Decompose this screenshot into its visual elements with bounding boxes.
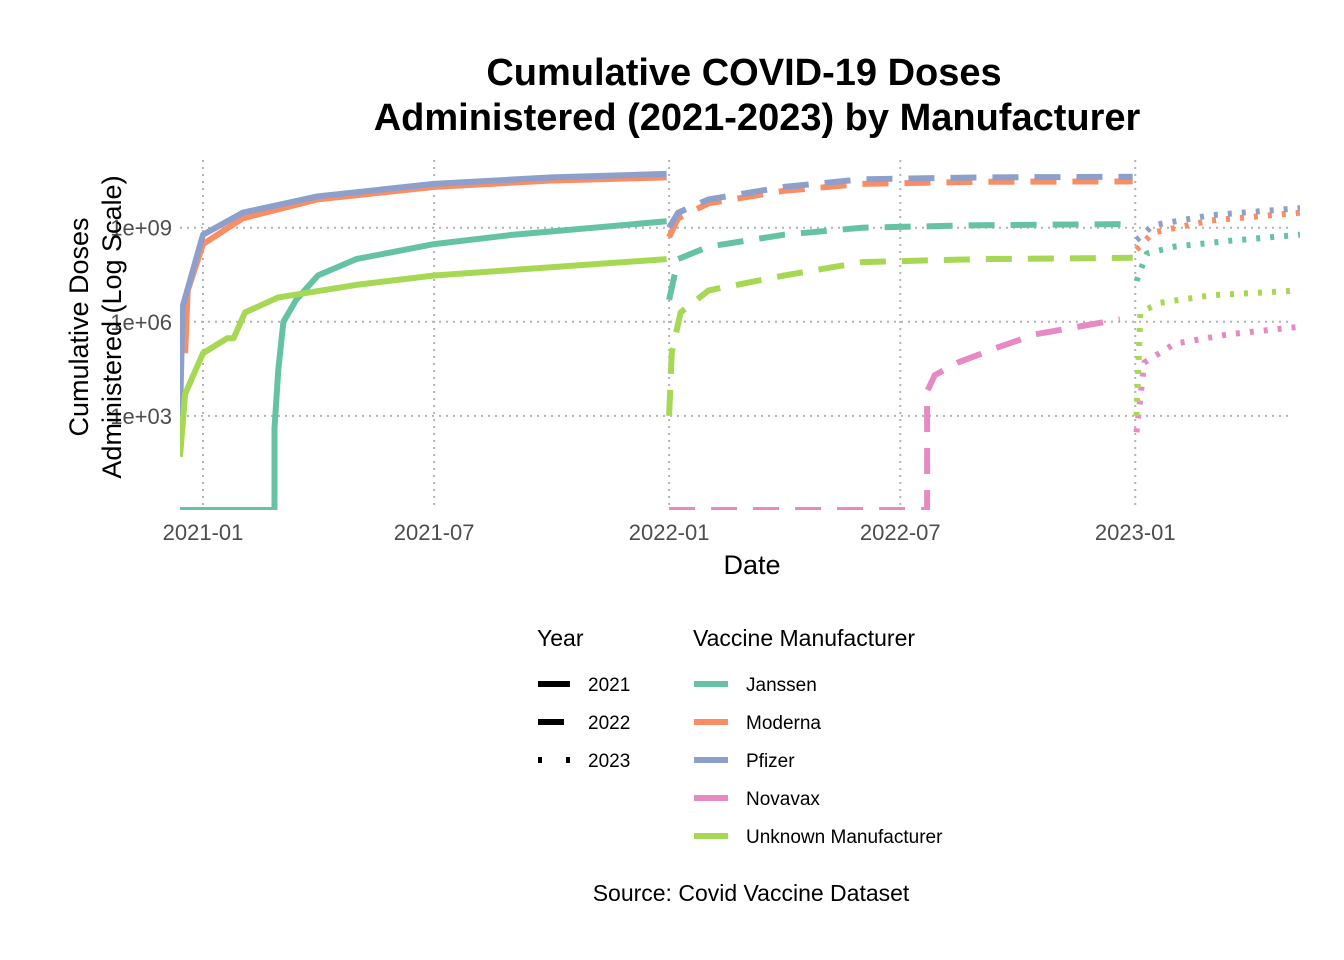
series-line-janssen-2023 — [1133, 231, 1300, 283]
series-lines — [180, 170, 1300, 510]
legend-year: Year 2021 2022 2023 — [537, 625, 630, 772]
series-line-janssen-2021 — [180, 218, 667, 510]
legend-manufacturer-label: Moderna — [746, 713, 821, 734]
legend-year-label: 2022 — [588, 713, 630, 734]
chart-title-line1: Cumulative COVID-19 Doses — [486, 52, 1001, 94]
y-tick-label: 1e+03 — [110, 404, 172, 429]
legend-year-label: 2023 — [588, 751, 630, 772]
legend-manufacturer: Vaccine Manufacturer Janssen Moderna Pfize… — [693, 625, 943, 848]
series-line-moderna-2023 — [1134, 209, 1300, 252]
gridlines — [180, 160, 1288, 510]
x-tick-label: 2022-07 — [860, 520, 941, 545]
chart-title-line2: Administered (2021-2023) by Manufacturer — [374, 97, 1141, 139]
series-line-pfizer-2022 — [666, 173, 1133, 230]
x-tick-label: 2022-01 — [629, 520, 710, 545]
legend-manufacturer-label: Janssen — [746, 675, 817, 696]
y-tick-label: 1e+09 — [110, 216, 172, 241]
x-axis-title: Date — [723, 550, 780, 580]
series-line-novavax-2022 — [669, 316, 1121, 510]
y-axis-title-line1: Cumulative Doses — [64, 217, 94, 436]
series-line-unknown-manufacturer-2023 — [1133, 287, 1300, 417]
legend-manufacturer-label: Novavax — [746, 789, 820, 810]
x-tick-label: 2023-01 — [1095, 520, 1176, 545]
series-line-unknown-manufacturer-2022 — [666, 254, 1133, 417]
axis-ticks: 2021-01 2021-07 2022-01 2022-07 2023-01 1e+03… — [110, 216, 1175, 545]
legend-year-title: Year — [537, 625, 584, 651]
legend-manufacturer-label: Unknown Manufacturer — [746, 827, 943, 848]
x-tick-label: 2021-07 — [394, 520, 475, 545]
legend-manufacturer-title: Vaccine Manufacturer — [693, 625, 915, 651]
legend-year-label: 2021 — [588, 675, 630, 696]
x-tick-label: 2021-01 — [163, 520, 244, 545]
series-line-unknown-manufacturer-2021 — [180, 256, 667, 457]
series-line-novavax-2023 — [1133, 323, 1300, 433]
legend-manufacturer-label: Pfizer — [746, 751, 795, 772]
chart-caption: Source: Covid Vaccine Dataset — [593, 880, 910, 906]
y-tick-label: 1e+06 — [110, 310, 172, 335]
series-line-pfizer-2023 — [1134, 205, 1300, 243]
y-axis-title-line2: Administered (Log Scale) — [97, 175, 127, 478]
series-line-janssen-2022 — [666, 221, 1133, 301]
series-line-pfizer-2021 — [180, 170, 667, 416]
